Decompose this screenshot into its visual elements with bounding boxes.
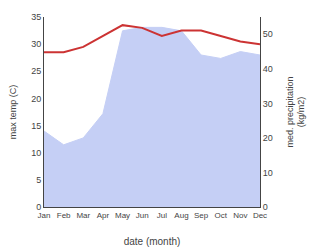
svg-text:25: 25 [31, 66, 41, 76]
svg-text:max temp (C): max temp (C) [8, 85, 18, 140]
svg-text:0: 0 [263, 202, 268, 212]
svg-text:40: 40 [263, 64, 273, 74]
svg-text:5: 5 [36, 175, 41, 185]
svg-text:30: 30 [31, 39, 41, 49]
svg-text:10: 10 [31, 148, 41, 158]
svg-text:Aug: Aug [174, 211, 188, 220]
svg-text:30: 30 [263, 99, 273, 109]
svg-text:Mar: Mar [76, 211, 90, 220]
svg-text:50: 50 [263, 29, 273, 39]
svg-text:Jun: Jun [136, 211, 149, 220]
svg-text:Feb: Feb [57, 211, 71, 220]
svg-text:Apr: Apr [97, 211, 110, 220]
svg-text:date (month): date (month) [124, 236, 181, 247]
svg-text:10: 10 [263, 168, 273, 178]
svg-text:15: 15 [31, 121, 41, 131]
svg-text:med. precipitation(kg/m2): med. precipitation(kg/m2) [285, 76, 307, 147]
svg-text:Jan: Jan [38, 211, 51, 220]
svg-text:Sep: Sep [194, 211, 209, 220]
svg-text:Nov: Nov [233, 211, 247, 220]
svg-text:20: 20 [31, 94, 41, 104]
svg-text:0: 0 [36, 202, 41, 212]
svg-text:Jul: Jul [157, 211, 167, 220]
svg-text:35: 35 [31, 12, 41, 22]
svg-text:Dec: Dec [253, 211, 267, 220]
svg-text:Oct: Oct [215, 211, 228, 220]
svg-text:20: 20 [263, 133, 273, 143]
svg-text:May: May [115, 211, 130, 220]
